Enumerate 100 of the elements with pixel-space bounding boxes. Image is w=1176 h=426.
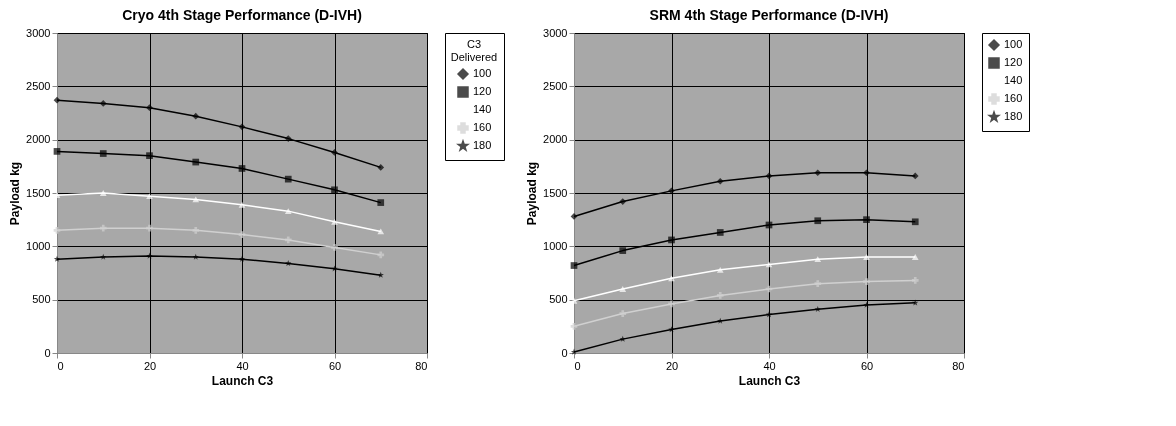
- legend-title: C3 Delivered: [450, 38, 498, 63]
- point: [284, 175, 292, 183]
- point: [53, 226, 61, 234]
- point: [814, 169, 822, 177]
- text: 140: [473, 103, 492, 115]
- point: [765, 261, 773, 268]
- point: [716, 266, 724, 273]
- y-tick-label: 0: [44, 346, 51, 359]
- point: [814, 256, 822, 263]
- y-axis-title: Payload kg: [525, 161, 540, 226]
- point: [911, 254, 919, 260]
- point: [863, 278, 870, 285]
- x-tick-label: 80: [952, 359, 965, 372]
- x-tick-label: 0: [57, 359, 64, 372]
- x-tick-label: 60: [328, 359, 342, 372]
- point: [331, 265, 338, 272]
- point: [238, 123, 246, 131]
- point: [192, 112, 200, 120]
- legend-label: 100: [1004, 38, 1023, 50]
- point: [285, 260, 292, 267]
- legend-label: 100: [473, 67, 492, 79]
- y-tick-label: 1000: [543, 239, 568, 252]
- point: [863, 216, 870, 224]
- point: [619, 247, 627, 254]
- point: [814, 217, 822, 225]
- legend-label: 160: [473, 121, 492, 133]
- point: [192, 226, 200, 234]
- point: [668, 275, 675, 282]
- y-tick-label: 0: [561, 346, 568, 359]
- point: [146, 224, 153, 232]
- legend-label: 120: [473, 85, 492, 97]
- y-tick-label: 500: [32, 293, 51, 306]
- point: [619, 310, 627, 317]
- point: [331, 244, 338, 251]
- point: [284, 208, 292, 215]
- legend-label: 180: [473, 139, 492, 151]
- point: [814, 305, 821, 312]
- point: [668, 236, 675, 244]
- point: [284, 236, 292, 244]
- point: [238, 231, 246, 238]
- legend-label: 180: [1004, 110, 1023, 122]
- point: [238, 255, 246, 262]
- y-tick-label: 2000: [26, 133, 51, 146]
- x-tick-label: 40: [763, 359, 776, 372]
- x-tick-label: 0: [574, 359, 581, 372]
- legend-label: 120: [1004, 56, 1023, 68]
- point: [192, 253, 199, 260]
- chart-title: SRM 4th Stage Performance (D-IVH): [649, 7, 889, 23]
- point: [238, 165, 246, 172]
- y-tick-label: 500: [549, 293, 568, 306]
- point: [192, 158, 200, 166]
- point: [99, 100, 107, 107]
- point: [814, 280, 822, 288]
- point: [146, 252, 153, 259]
- x-tick-label: 20: [665, 359, 679, 372]
- y-tick-label: 1500: [543, 186, 568, 199]
- point: [331, 218, 338, 225]
- y-tick-label: 1500: [26, 186, 51, 199]
- point: [717, 317, 724, 324]
- y-tick-label: 3000: [26, 26, 51, 39]
- point: [863, 254, 870, 260]
- point: [146, 193, 153, 200]
- point: [911, 172, 919, 180]
- point: [668, 300, 675, 308]
- x-tick-label: 60: [860, 359, 874, 372]
- point: [716, 229, 724, 236]
- point: [99, 190, 107, 196]
- point: [377, 251, 385, 259]
- point: [716, 292, 724, 299]
- point: [99, 224, 107, 232]
- point: [619, 286, 627, 292]
- x-tick-label: 40: [236, 359, 249, 372]
- point: [570, 262, 578, 269]
- point: [912, 299, 919, 306]
- point: [331, 149, 338, 156]
- point: [331, 186, 338, 194]
- legend-label: 160: [1004, 92, 1023, 104]
- y-tick-label: 2000: [543, 133, 568, 146]
- y-axis-title: Payload kg: [8, 161, 23, 226]
- point: [238, 201, 246, 208]
- y-tick-label: 2500: [26, 79, 51, 92]
- point: [570, 322, 578, 330]
- text: 140: [1004, 74, 1023, 86]
- point: [619, 198, 627, 205]
- point: [863, 301, 870, 308]
- point: [911, 218, 919, 226]
- point: [53, 148, 61, 155]
- point: [284, 135, 292, 142]
- point: [863, 169, 870, 177]
- point: [100, 253, 107, 260]
- x-tick-label: 80: [415, 359, 428, 372]
- point: [377, 164, 385, 171]
- point: [99, 150, 107, 157]
- y-tick-label: 2500: [543, 79, 568, 92]
- chart-title: Cryo 4th Stage Performance (D-IVH): [122, 7, 362, 23]
- point: [765, 172, 773, 180]
- point: [146, 104, 153, 112]
- y-tick-label: 3000: [543, 26, 568, 39]
- point: [377, 199, 385, 206]
- point: [716, 177, 724, 185]
